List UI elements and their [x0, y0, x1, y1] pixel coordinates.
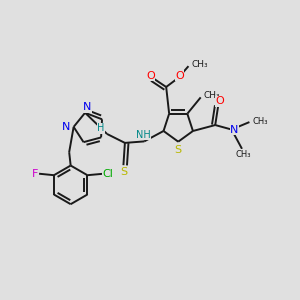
- Text: CH₃: CH₃: [203, 92, 220, 100]
- Text: N: N: [230, 124, 239, 134]
- Text: S: S: [175, 145, 182, 155]
- Text: O: O: [146, 71, 155, 81]
- Text: S: S: [121, 167, 128, 177]
- Text: H: H: [98, 123, 105, 133]
- Text: O: O: [215, 96, 224, 106]
- Text: Cl: Cl: [103, 169, 114, 179]
- Text: N: N: [62, 122, 70, 132]
- Text: N: N: [83, 102, 92, 112]
- Text: CH₃: CH₃: [253, 117, 268, 126]
- Text: CH₃: CH₃: [191, 60, 208, 69]
- Text: NH: NH: [136, 130, 151, 140]
- Text: F: F: [32, 169, 38, 179]
- Text: CH₃: CH₃: [235, 150, 250, 159]
- Text: O: O: [175, 71, 184, 81]
